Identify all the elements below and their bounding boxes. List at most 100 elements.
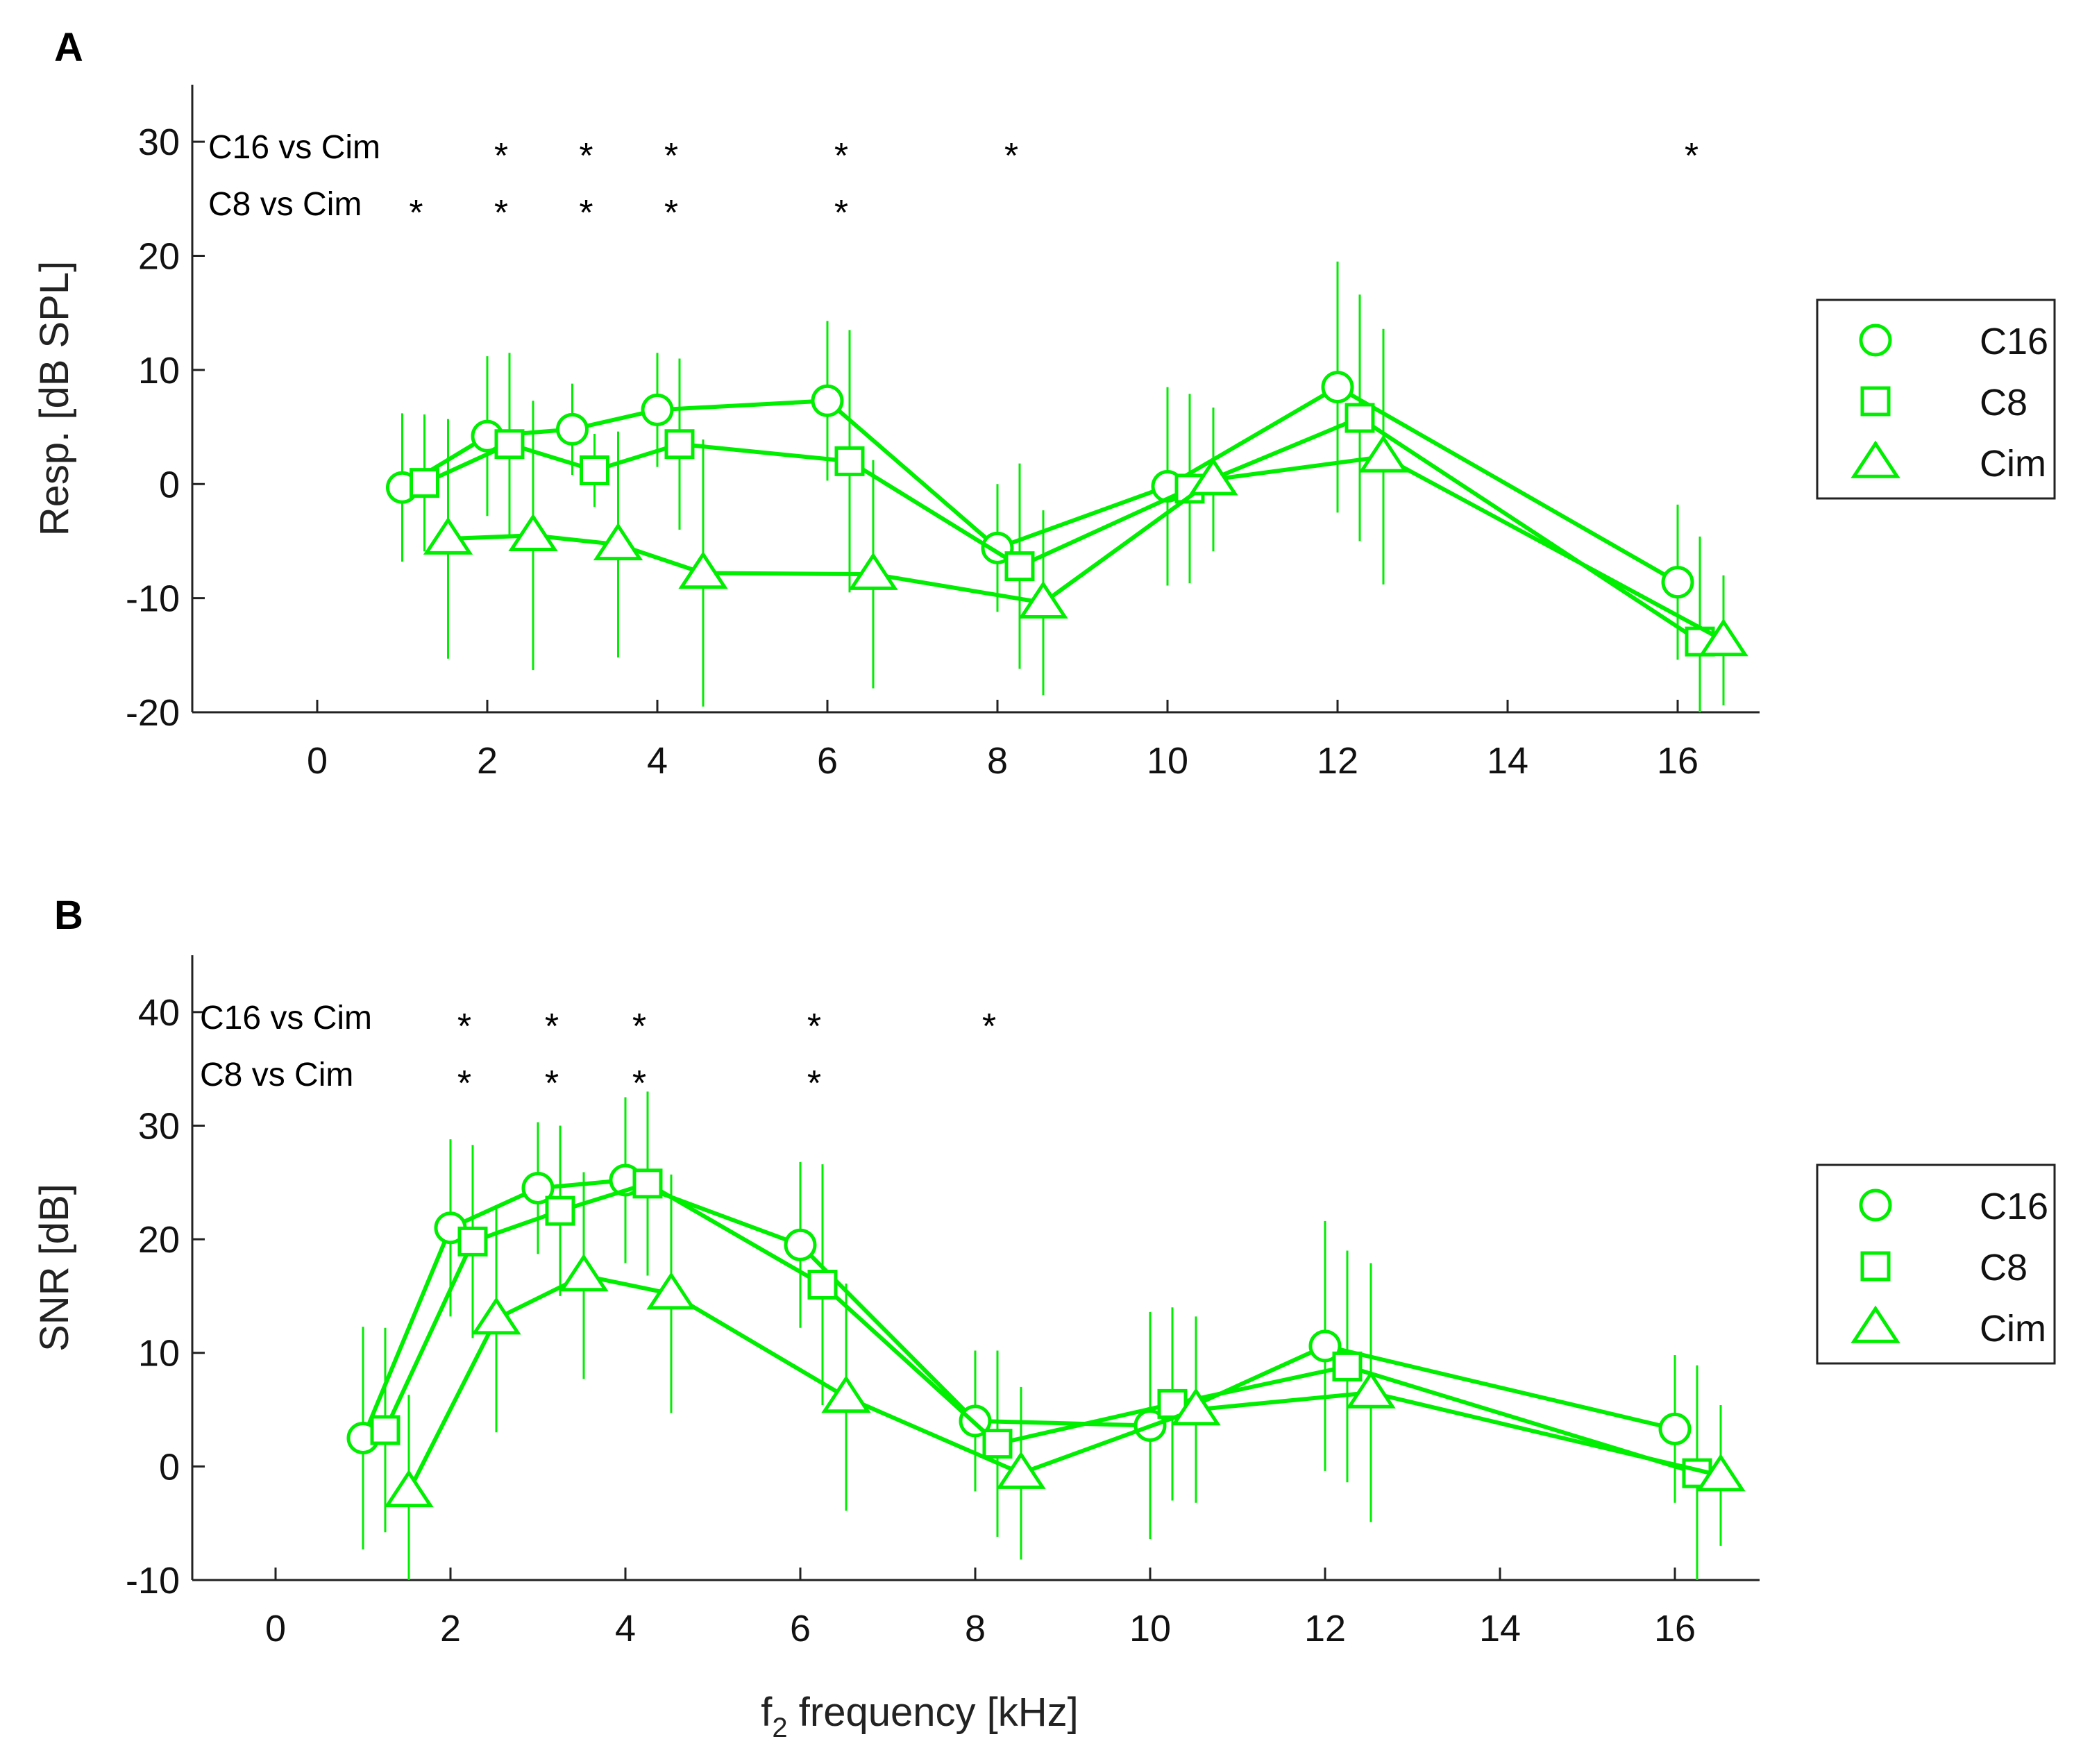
y-tick-label: 10 [138,1333,180,1375]
series-c8 [370,1091,1712,1580]
data-point [559,1253,609,1292]
significance-star: * [807,1064,821,1104]
data-point [641,393,674,426]
significance-star: * [632,1007,646,1047]
legend-marker [1851,440,1900,478]
data-point [996,1451,1046,1489]
data-point [1344,403,1375,433]
data-point [423,516,473,555]
y-tick-label: 40 [138,992,180,1034]
significance-label: C16 vs Cim [200,1000,372,1036]
y-tick-label: 10 [138,350,180,392]
legend-label: Cim [1980,443,2046,485]
y-axis-label: SNR [dB] [32,1184,77,1352]
data-point [1698,618,1748,657]
data-point [1321,371,1354,404]
data-point [370,1415,401,1445]
data-point [1332,1351,1363,1381]
y-tick-label: 0 [159,464,180,505]
data-point [834,446,865,476]
significance-star: * [664,136,678,176]
x-tick-label: 4 [647,740,668,782]
x-tick-label: 0 [307,740,328,782]
data-point [1696,1453,1746,1492]
x-tick-label: 2 [477,740,498,782]
data-point [410,468,439,498]
x-axis-label-main: f [761,1690,773,1735]
x-tick-label: 10 [1129,1608,1171,1649]
significance-star: * [494,193,508,233]
legend-box [1816,299,2056,500]
x-tick-label: 14 [1487,740,1528,782]
significance-label: C16 vs Cim [208,129,380,166]
x-tick-label: 12 [1317,740,1358,782]
y-tick-label: -10 [126,578,180,620]
data-point [384,1469,434,1508]
x-tick-label: 6 [790,1608,811,1649]
legend-label: C8 [1980,382,2028,423]
x-tick-label: 14 [1479,1608,1521,1649]
data-point [784,1228,817,1261]
legend-marker [1859,324,1892,357]
y-tick-label: -10 [126,1560,180,1602]
data-point [593,522,643,561]
significance-star: * [632,1064,646,1104]
data-point [646,1272,696,1310]
data-point [457,1226,488,1257]
y-tick-label: 30 [138,1105,180,1147]
data-point [632,1168,663,1199]
legend-label: C8 [1980,1247,2028,1288]
data-point [807,1270,838,1300]
data-point [1358,435,1408,473]
data-point [1658,1412,1692,1445]
significance-star: * [834,193,848,233]
data-point [1346,1370,1396,1409]
data-point [1661,566,1694,599]
significance-star: * [579,193,593,233]
series-cim [384,1172,1746,1580]
legend-label: Cim [1980,1308,2046,1350]
significance-star: * [545,1007,559,1047]
significance-star: * [1004,136,1018,176]
significance-label: C8 vs Cim [208,186,362,223]
legend-label: C16 [1980,321,2048,362]
data-point [471,1297,521,1335]
significance-label: C8 vs Cim [200,1057,353,1093]
x-axis-label-rest: frequency [kHz] [788,1690,1079,1735]
data-point [508,513,558,551]
data-point [1188,457,1238,496]
y-tick-label: 20 [138,1219,180,1261]
legend-marker [1860,386,1891,417]
y-tick-label: 0 [159,1446,180,1488]
legend: C16 C8 Cim [1816,299,2056,500]
series-cim [423,328,1748,707]
x-axis-label-sub: 2 [772,1713,787,1743]
x-tick-label: 4 [615,1608,636,1649]
legend-marker [1851,1305,1900,1343]
data-point [664,429,695,460]
y-tick-label: 20 [138,236,180,278]
data-point [580,455,609,486]
significance-star: * [664,193,678,233]
x-axis-label: f2 frequency [kHz] [761,1690,1078,1743]
legend-marker [1860,1251,1891,1282]
x-tick-label: 6 [817,740,838,782]
legend-marker [1859,1188,1892,1222]
significance-star: * [457,1064,471,1104]
x-tick-label: 12 [1304,1608,1346,1649]
x-tick-label: 8 [965,1608,986,1649]
data-point [1171,1387,1221,1426]
x-tick-label: 10 [1147,740,1188,782]
x-tick-label: 16 [1657,740,1698,782]
panel-label: A [54,25,83,70]
series-c8 [410,294,1715,712]
legend: C16 C8 Cim [1816,1164,2056,1365]
x-tick-label: 2 [440,1608,461,1649]
data-point [811,384,844,417]
x-tick-label: 16 [1654,1608,1696,1649]
series-line [407,1273,1721,1493]
data-point [1004,551,1035,582]
data-point [848,552,898,590]
